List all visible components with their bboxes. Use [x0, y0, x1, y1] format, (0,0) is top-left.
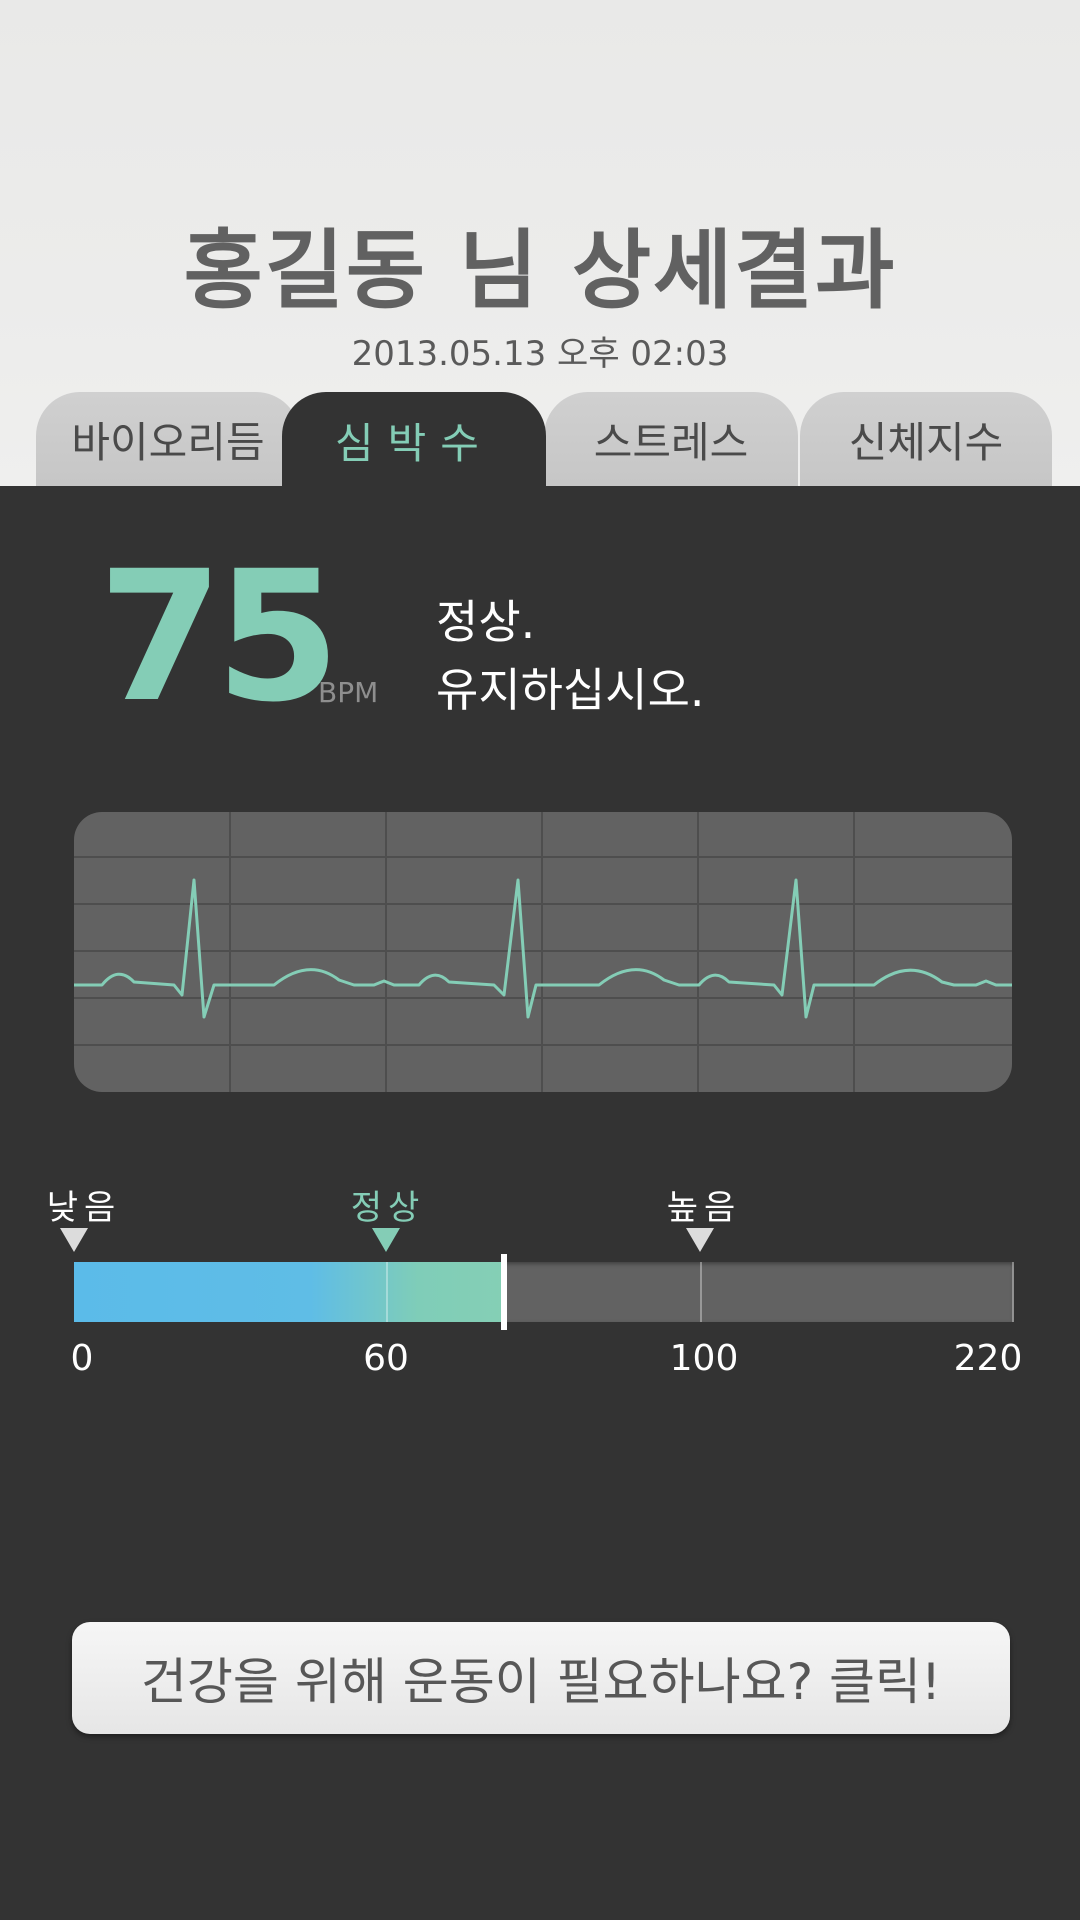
header: 홍길동 님 상세결과 2013.05.13 오후 02:03 바이오리듬 스트레…	[0, 0, 1080, 488]
marker-high-triangle-icon	[686, 1228, 714, 1252]
advice-text: 유지하십시오.	[436, 663, 705, 717]
tab-body-index[interactable]: 신체지수	[800, 392, 1052, 486]
tab-heart-rate[interactable]: 심박수	[282, 392, 546, 488]
tab-biorhythm[interactable]: 바이오리듬	[36, 392, 300, 486]
tab-stress[interactable]: 스트레스	[544, 392, 798, 486]
marker-low-label: 낮음	[46, 1188, 122, 1228]
ecg-grid	[74, 812, 1012, 1092]
marker-normal-label: 정상	[350, 1188, 426, 1228]
marker-high-label: 높음	[666, 1188, 742, 1228]
scale-tick-100	[700, 1262, 702, 1322]
heart-rate-value: 75	[98, 533, 340, 742]
page-title: 홍길동 님 상세결과	[183, 221, 897, 321]
tab-label: 신체지수	[848, 417, 1004, 467]
ecg-waveform-panel	[74, 812, 1012, 1092]
scale-tick-60	[386, 1262, 388, 1322]
heart-rate-scale-fill	[74, 1262, 504, 1322]
scale-label-100: 100	[669, 1338, 739, 1379]
marker-low-triangle-icon	[60, 1228, 88, 1252]
heart-rate-unit: BPM	[318, 676, 379, 709]
ecg-trace	[74, 878, 1012, 1019]
current-value-indicator	[500, 1254, 507, 1330]
scale-label-220: 220	[953, 1338, 1023, 1379]
tab-label: 바이오리듬	[71, 417, 265, 467]
exercise-needed-button[interactable]: 건강을 위해 운동이 필요하나요? 클릭!	[72, 1622, 1010, 1734]
scale-tick-220	[1012, 1262, 1014, 1322]
marker-normal-triangle-icon	[372, 1228, 400, 1252]
heart-rate-scale-bar	[74, 1254, 1014, 1330]
scale-label-0: 0	[70, 1338, 94, 1379]
tab-label: 스트레스	[593, 417, 749, 467]
result-datetime: 2013.05.13 오후 02:03	[351, 334, 729, 374]
status-text: 정상.	[436, 595, 536, 649]
tab-label: 심박수	[335, 418, 493, 468]
scale-label-60: 60	[363, 1338, 409, 1379]
ecg-graph	[74, 812, 1012, 1092]
